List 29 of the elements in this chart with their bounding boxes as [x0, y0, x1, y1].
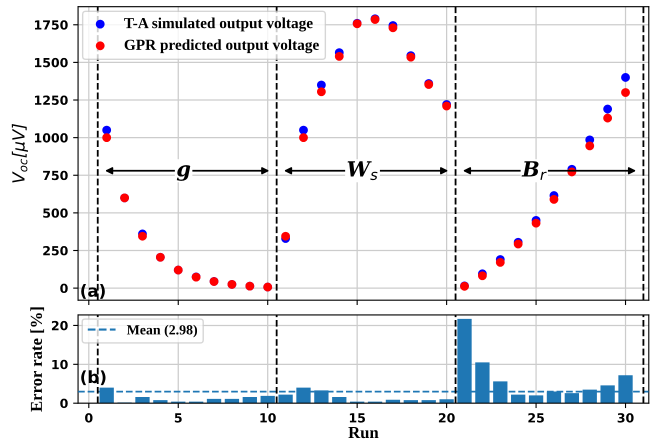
legend-label: Mean (2.98) [126, 324, 198, 338]
y-tick-label: 10 [52, 360, 68, 370]
x-tick-label: 5 [174, 413, 182, 423]
annotation: (a) [81, 284, 105, 299]
y-tick-label: 1750 [34, 20, 68, 30]
y-tick-label: 250 [43, 246, 68, 256]
x-tick-label: 30 [618, 413, 634, 423]
x-tick-label: 25 [528, 413, 544, 423]
legend-label: GPR predicted output voltage [124, 39, 319, 54]
y-tick-label: 500 [43, 208, 68, 218]
y-tick-label: 750 [43, 170, 68, 180]
legend-label: T-A simulated output voltage [124, 18, 313, 32]
y-tick-label: 0 [60, 284, 68, 294]
x-tick-label: 15 [350, 413, 365, 423]
y-tick-label: 1000 [34, 133, 68, 143]
annotation: g [176, 165, 190, 181]
y-axis-title: Error rate [%] [30, 307, 44, 412]
y-axis-title: V$_{oc}$[μV] [12, 124, 28, 182]
x-tick-label: 0 [85, 413, 93, 423]
x-tick-label: 10 [260, 413, 276, 423]
x-axis-title: Run [348, 427, 378, 438]
y-tick-label: 1250 [34, 95, 68, 105]
annotation: (b) [81, 370, 106, 386]
y-tick-label: 0 [60, 398, 68, 408]
y-tick-label: 20 [52, 320, 68, 330]
y-tick-label: 1500 [34, 58, 68, 68]
annotation: W$_{s}$ [348, 161, 378, 180]
x-tick-label: 20 [438, 413, 455, 423]
annotation: B$_{r}$ [522, 161, 547, 180]
